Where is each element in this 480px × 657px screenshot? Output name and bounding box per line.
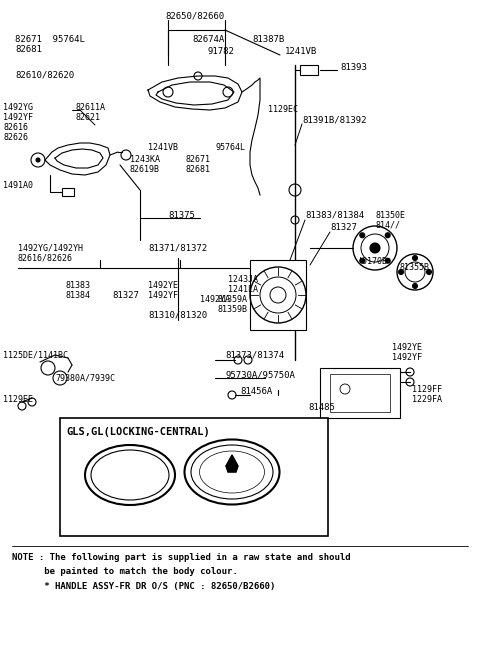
Text: 1492YG/1492YH: 1492YG/1492YH [18,244,83,252]
Circle shape [427,269,432,275]
Polygon shape [226,455,238,472]
Circle shape [36,158,40,162]
Text: 91782: 91782 [208,47,235,57]
Text: 81383: 81383 [65,281,90,290]
Text: 81384: 81384 [65,290,90,300]
Text: 82511A/82621: 82511A/82621 [82,503,142,512]
Text: 1491A0: 1491A0 [3,181,33,189]
Text: 1492YF: 1492YF [148,290,178,300]
Bar [300,65,318,75]
Circle shape [385,233,390,238]
Text: 82626: 82626 [295,457,320,466]
Text: 1241VB: 1241VB [285,47,317,57]
Text: 1492YF: 1492YF [3,114,33,122]
Text: * HANDLE ASSY-FR DR O/S (PNC : 82650/B2660): * HANDLE ASSY-FR DR O/S (PNC : 82650/B26… [12,581,276,591]
Text: 81355B: 81355B [400,263,430,273]
Text: 82621: 82621 [75,114,100,122]
Text: 82616: 82616 [295,447,320,457]
Text: be painted to match the body colour.: be painted to match the body colour. [12,568,238,576]
Text: 82616: 82616 [3,124,28,133]
Text: 1241VB: 1241VB [148,143,178,152]
Text: 82671  95764L: 82671 95764L [15,35,85,45]
Text: 1125DE/1141BC: 1125DE/1141BC [3,350,68,359]
Circle shape [412,284,418,288]
Text: NOTE : The following part is supplied in a raw state and should: NOTE : The following part is supplied in… [12,553,350,562]
Text: 81350E: 81350E [376,210,406,219]
Text: '0170B: '0170B [358,258,388,267]
Circle shape [412,256,418,260]
Text: 82674A: 82674A [192,35,224,45]
Text: 82650/82660: 82650/82660 [166,12,225,20]
Text: 1229FA: 1229FA [412,396,442,405]
Bar [62,188,74,196]
Text: 81387B: 81387B [252,35,284,45]
Text: 82681: 82681 [15,45,42,55]
Text: 95730A/95750A: 95730A/95750A [225,371,295,380]
Text: GLS,GL(LOCKING-CENTRAL): GLS,GL(LOCKING-CENTRAL) [66,427,210,437]
Bar [60,418,328,536]
Text: '492YH: '492YH [295,478,325,486]
Bar [330,374,390,412]
Text: 81456A: 81456A [240,388,272,397]
Text: 1492YG: 1492YG [3,104,33,112]
Text: 1492YF: 1492YF [392,353,422,363]
Bar [320,368,400,418]
Text: 81359A: 81359A [218,296,248,304]
Text: 1129EE: 1129EE [3,396,33,405]
Circle shape [398,269,404,275]
Text: 95764L: 95764L [215,143,245,152]
Text: 79380A/7939C: 79380A/7939C [55,373,115,382]
Text: 1492YA: 1492YA [200,296,230,304]
Text: 1492YE: 1492YE [392,344,422,353]
Text: 82681: 82681 [185,166,210,175]
Text: 81393: 81393 [340,64,367,72]
Text: 81371/81372: 81371/81372 [148,244,207,252]
Text: 81391B/81392: 81391B/81392 [302,116,367,124]
Text: 81359B: 81359B [218,306,248,315]
Text: 82611A: 82611A [75,104,105,112]
Text: 1243KA: 1243KA [130,156,160,164]
Text: 81383/81384: 81383/81384 [305,210,364,219]
Text: '492YG: '492YG [295,468,325,476]
Text: 82671: 82671 [185,156,210,164]
Text: 1243JA: 1243JA [228,275,258,284]
Text: 82610/82620: 82610/82620 [192,503,247,512]
Text: 81373/81374: 81373/81374 [225,350,284,359]
Text: 1241LA: 1241LA [228,286,258,294]
Circle shape [360,258,365,263]
Text: 81485: 81485 [308,403,335,413]
Circle shape [385,258,390,263]
Text: 82616/82626: 82616/82626 [18,254,73,263]
Text: 1129FF: 1129FF [412,386,442,394]
Text: 81327: 81327 [112,290,139,300]
Circle shape [360,233,365,238]
Text: 81310/81320: 81310/81320 [148,311,207,319]
Text: 1129EC: 1129EC [268,106,298,114]
Bar [250,260,306,330]
Text: 81327: 81327 [330,223,357,233]
Circle shape [370,243,380,253]
Text: 81375: 81375 [168,210,195,219]
Text: 814//: 814// [376,221,401,229]
Text: 82619B: 82619B [130,166,160,175]
Text: 1492YE: 1492YE [148,281,178,290]
Text: 82610/82620: 82610/82620 [15,70,74,79]
Text: 82626: 82626 [3,133,28,143]
